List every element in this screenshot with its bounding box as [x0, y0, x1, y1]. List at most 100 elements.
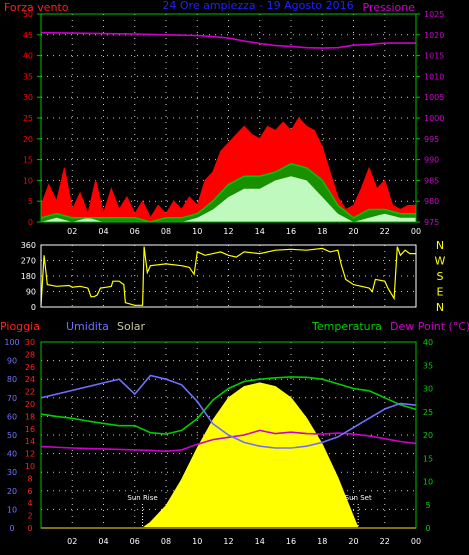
- wind-mean-line: [40, 163, 416, 223]
- temperature-tick-label: 35: [423, 361, 433, 370]
- humidity-tick-label: 50: [7, 431, 17, 440]
- temperature-tick-label: 0: [425, 524, 430, 533]
- wind-x-tick-label: 02: [67, 227, 77, 236]
- rain-tick-label: 30: [25, 338, 35, 347]
- rain-tick-label: 12: [25, 450, 35, 459]
- wind-tick-label: 50: [23, 10, 33, 19]
- pressure-tick-label: 1020: [424, 31, 444, 40]
- pressure-tick-label: 980: [424, 197, 439, 206]
- dew-point-axis-label: Dew Point (°C): [390, 320, 469, 333]
- climate-x-tick-label: 16: [286, 537, 296, 546]
- climate-x-tick-label: 08: [161, 537, 171, 546]
- wind-x-tick-label: 04: [98, 227, 108, 236]
- wind-x-tick-label: 12: [223, 227, 233, 236]
- rain-tick-label: 22: [25, 388, 35, 397]
- wind-tick-label: 35: [23, 72, 33, 81]
- wind-pressure-panel: 0510152025303540455097598098599099510001…: [23, 10, 445, 236]
- compass-label: N: [436, 301, 444, 314]
- direction-tick-label: 0: [31, 303, 36, 312]
- wind-x-tick-label: 10: [192, 227, 202, 236]
- pressure-axis-label: Pressione: [363, 1, 416, 14]
- pressure-line: [40, 31, 416, 49]
- wind-x-tick-label: 18: [317, 227, 327, 236]
- direction-tick-label: 90: [26, 288, 36, 297]
- wind-direction-line: [40, 246, 416, 306]
- pressure-tick-label: 975: [424, 218, 439, 227]
- humidity-tick-label: 80: [7, 375, 17, 384]
- rain-axis-label: Pioggia: [0, 320, 40, 333]
- wind-x-tick-label: 00: [411, 227, 421, 236]
- pressure-tick-label: 985: [424, 176, 439, 185]
- climate-x-tick-label: 06: [130, 537, 140, 546]
- climate-panel: Sun Rise Sun Set0102030405060708090100024…: [4, 338, 433, 546]
- sun-marker-label: Sun Rise: [127, 494, 157, 502]
- wind-tick-label: 25: [23, 114, 33, 123]
- wind-tick-label: 40: [23, 52, 33, 61]
- direction-tick-label: 180: [21, 272, 36, 281]
- wind-x-tick-label: 22: [380, 227, 390, 236]
- rain-tick-label: 8: [27, 474, 32, 483]
- humidity-tick-label: 90: [7, 357, 17, 366]
- pressure-tick-label: 1000: [424, 114, 444, 123]
- direction-tick-label: 270: [21, 257, 36, 266]
- wind-x-tick-label: 14: [255, 227, 265, 236]
- compass-label: S: [437, 270, 444, 283]
- temperature-axis-label: Temperatura: [311, 320, 382, 333]
- compass-label: W: [435, 255, 446, 268]
- climate-frame: [40, 341, 417, 529]
- temperature-tick-label: 10: [423, 478, 433, 487]
- rain-tick-label: 14: [25, 437, 35, 446]
- climate-x-tick-label: 12: [223, 537, 233, 546]
- direction-tick-label: 360: [21, 241, 36, 250]
- climate-x-tick-label: 20: [348, 537, 358, 546]
- rain-tick-label: 24: [25, 375, 35, 384]
- rain-tick-label: 4: [27, 499, 32, 508]
- temperature-tick-label: 5: [425, 501, 430, 510]
- rain-tick-label: 28: [25, 350, 35, 359]
- wind-tick-label: 30: [23, 93, 33, 102]
- compass-label: N: [436, 239, 444, 252]
- wind-x-tick-label: 20: [348, 227, 358, 236]
- humidity-axis-label: Umidita: [66, 320, 109, 333]
- rain-tick-label: 26: [25, 363, 35, 372]
- pressure-tick-label: 1010: [424, 72, 444, 81]
- temperature-tick-label: 20: [423, 431, 433, 440]
- pressure-tick-label: 1005: [424, 93, 444, 102]
- solar-area: [41, 382, 416, 529]
- climate-x-tick-label: 02: [67, 537, 77, 546]
- wind-tick-label: 45: [23, 31, 33, 40]
- climate-x-tick-label: 00: [411, 537, 421, 546]
- humidity-tick-label: 100: [4, 338, 19, 347]
- wind-x-tick-label: 08: [161, 227, 171, 236]
- humidity-tick-label: 60: [7, 412, 17, 421]
- temperature-tick-label: 15: [423, 454, 433, 463]
- wind-tick-label: 0: [28, 218, 33, 227]
- climate-x-tick-label: 14: [255, 537, 265, 546]
- wind-x-tick-label: 16: [286, 227, 296, 236]
- pressure-tick-label: 1025: [424, 10, 444, 19]
- chart-title: 24 Ore ampiezza - 19 Agosto 2016: [162, 0, 353, 12]
- humidity-tick-label: 20: [7, 487, 17, 496]
- temperature-tick-label: 40: [423, 338, 433, 347]
- climate-x-tick-label: 18: [317, 537, 327, 546]
- climate-x-tick-label: 10: [192, 537, 202, 546]
- pressure-tick-label: 995: [424, 135, 439, 144]
- rain-tick-label: 16: [25, 425, 35, 434]
- rain-tick-label: 20: [25, 400, 35, 409]
- wind-axis-label: Forza vento: [4, 1, 69, 14]
- sun-marker-label: Sun Set: [345, 494, 372, 502]
- climate-x-tick-label: 04: [98, 537, 108, 546]
- humidity-tick-label: 10: [7, 505, 17, 514]
- compass-label: E: [437, 286, 444, 299]
- humidity-tick-label: 40: [7, 450, 17, 459]
- wind-tick-label: 20: [23, 135, 33, 144]
- pressure-tick-label: 990: [424, 156, 439, 165]
- temperature-tick-label: 25: [423, 408, 433, 417]
- solar-axis-label: Solar: [117, 320, 146, 333]
- humidity-tick-label: 0: [9, 524, 14, 533]
- wind-tick-label: 10: [23, 176, 33, 185]
- wind-speed-area: [41, 176, 416, 222]
- rain-tick-label: 0: [27, 524, 32, 533]
- direction-frame: [40, 244, 417, 308]
